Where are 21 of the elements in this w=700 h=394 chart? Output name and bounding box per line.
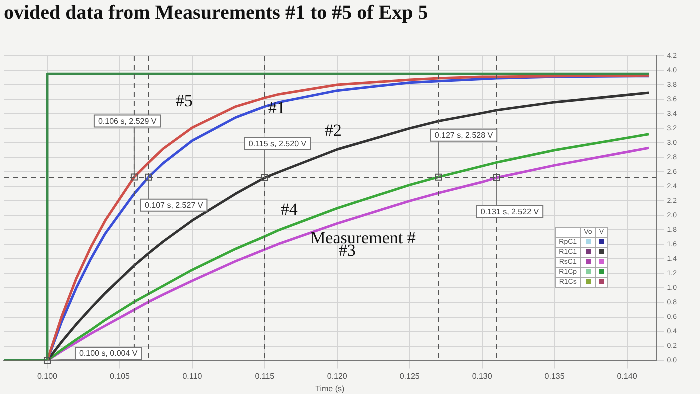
x-tick-label: 0.135	[544, 372, 566, 381]
x-tick-label: 0.120	[327, 372, 348, 381]
x-tick-label: 0.110	[182, 372, 203, 381]
annotation: 0.100 s, 0.004 V	[79, 349, 138, 358]
x-axis-title: Time (s)	[316, 384, 345, 394]
series-label: #5	[176, 91, 193, 110]
x-tick-label: 0.100	[37, 372, 58, 381]
chart-title: ovided data from Measurements #1 to #5 of Exp 5	[4, 2, 428, 24]
x-tick-label: 0.130	[472, 372, 493, 381]
annotation: 0.127 s, 2.528 V	[434, 131, 494, 140]
x-tick-label: 0.105	[110, 372, 131, 381]
x-tick-label: 0.125	[400, 372, 420, 381]
annotation: 0.106 s, 2.529 V	[98, 116, 158, 126]
series-label: #2	[324, 121, 342, 140]
series-label: #1	[268, 98, 286, 118]
x-tick-label: 0.140	[617, 372, 638, 381]
x-tick-label: 0.115	[255, 372, 276, 381]
series-label: #4	[280, 200, 298, 219]
annotation: 0.131 s, 2.522 V	[480, 207, 540, 216]
annotation: 0.107 s, 2.527 V	[144, 201, 204, 210]
annotation: 0.115 s, 2.520 V	[248, 140, 308, 149]
